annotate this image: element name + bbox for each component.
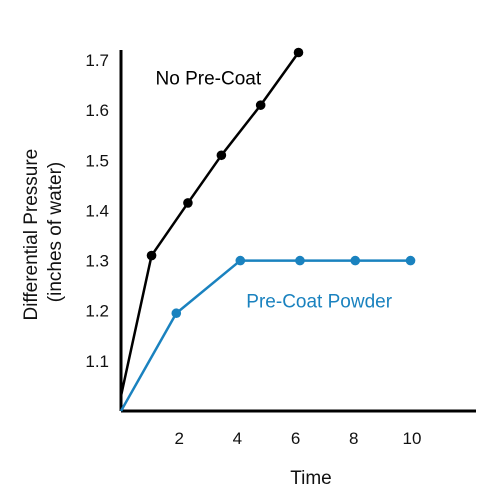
data-point (405, 255, 416, 266)
data-point (183, 198, 193, 208)
y-tick-label: 1.6 (85, 101, 109, 120)
y-axis-title: Differential Pressure (inches of water) (21, 143, 66, 320)
data-point (216, 150, 227, 161)
y-axis-title-line2: (inches of water) (45, 162, 66, 302)
x-tick-label: 10 (403, 429, 422, 448)
y-tick-label: 1.1 (85, 352, 109, 371)
y-tick-label: 1.5 (85, 151, 109, 170)
axes (119, 50, 476, 413)
data-point (255, 100, 266, 110)
series-label: Pre-Coat Powder (246, 292, 392, 313)
x-axis-title: Time (290, 468, 332, 489)
data-point (295, 255, 305, 266)
series-group: No Pre-Coat Pre-Coat Powder (119, 47, 416, 412)
data-point (293, 47, 304, 58)
y-axis-title-line1: Differential Pressure (21, 149, 42, 321)
x-tick-label: 8 (349, 429, 358, 448)
y-tick-label: 1.3 (85, 252, 109, 271)
y-tick-label: 1.7 (85, 51, 109, 70)
y-tick-label: 1.4 (85, 201, 109, 220)
series-line (119, 259, 411, 412)
y-tick-label: 1.2 (85, 302, 109, 321)
x-tick-label: 6 (291, 429, 300, 448)
data-point (235, 255, 246, 266)
series-pre-coat-powder: Pre-Coat Powder (119, 255, 416, 412)
tick-labels: 2 4 6 8 10 1.1 1.2 1.3 1.4 1.5 1.6 1.7 (85, 51, 421, 448)
series-line (119, 51, 300, 397)
series-label: No Pre-Coat (156, 69, 262, 90)
x-tick-label: 4 (233, 429, 242, 448)
series-no-pre-coat: No Pre-Coat (119, 47, 304, 397)
data-point (146, 250, 157, 261)
data-point (350, 255, 361, 266)
data-point (171, 308, 182, 319)
x-tick-label: 2 (174, 429, 183, 448)
